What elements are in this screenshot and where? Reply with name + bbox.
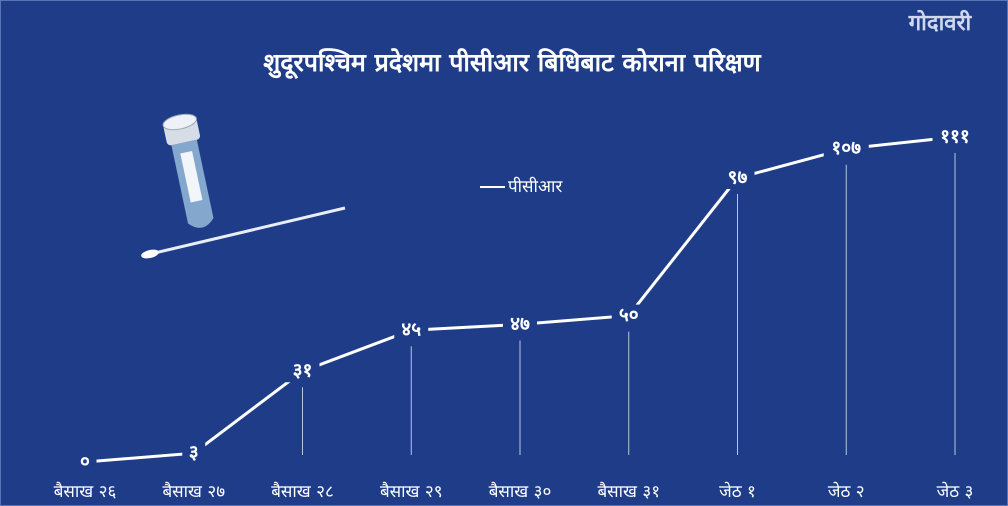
- data-label: १०७: [831, 137, 861, 159]
- data-label: १११: [940, 126, 970, 148]
- label-bg: [932, 126, 978, 148]
- x-tick-label: बैसाख २७: [162, 481, 225, 502]
- chart-title: शुदूरपश्चिम प्रदेशमा पीसीआर बिधिबाट कोरा…: [263, 48, 761, 79]
- label-bg: [394, 319, 429, 342]
- x-tick-label: जेठ ३: [937, 481, 974, 502]
- legend-label: पीसीआर: [508, 176, 563, 197]
- x-tick-label: बैसाख ३०: [489, 481, 552, 502]
- label-bg: [182, 442, 206, 465]
- swab-icon: [141, 113, 346, 259]
- x-tick-label: जेठ १: [719, 481, 756, 502]
- data-label: ९७: [728, 166, 748, 188]
- label-bg: [285, 360, 320, 383]
- data-label: ०: [80, 451, 90, 473]
- x-tick-label: बैसाख २६: [54, 481, 117, 502]
- label-bg: [823, 137, 869, 160]
- data-label: ३: [189, 442, 199, 464]
- label-bg: [720, 166, 755, 189]
- x-tick-label: जेठ २: [828, 481, 865, 502]
- data-label: ३१: [293, 360, 313, 382]
- data-label: ५०: [619, 304, 639, 326]
- label-bg: [73, 451, 97, 473]
- data-label: ४५: [401, 319, 421, 341]
- x-tick-label: बैसाख २९: [380, 481, 443, 502]
- data-label: ४७: [510, 313, 530, 335]
- label-bg: [611, 304, 646, 327]
- logo: गोदावरी: [908, 9, 973, 36]
- label-bg: [503, 313, 537, 336]
- x-tick-label: बैसाख ३१: [597, 481, 660, 502]
- x-tick-label: बैसाख २८: [271, 481, 334, 502]
